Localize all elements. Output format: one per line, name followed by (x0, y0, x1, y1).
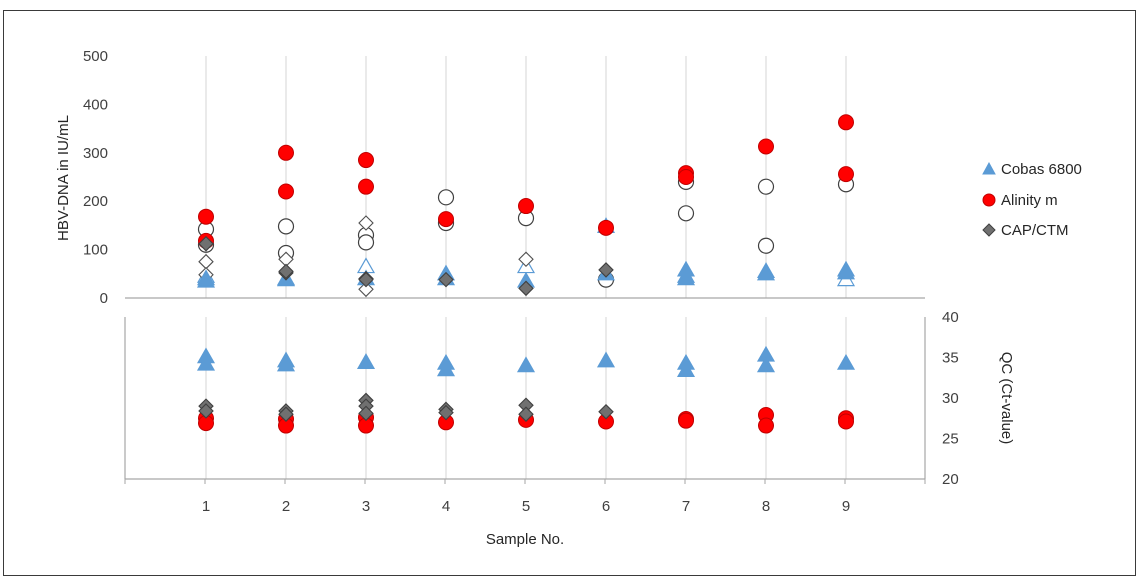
point-cap-ctm (358, 271, 374, 288)
top-panel: 0 100 200 300 400 500 (83, 48, 925, 307)
y-tick-label-bottom: 20 (942, 471, 959, 488)
y-tick-label-top: 100 (83, 242, 108, 259)
point-open-cap-ctm (198, 253, 214, 270)
point-open-alinity-m (757, 178, 775, 195)
point-alinity-m (518, 198, 534, 215)
point-alinity-m (838, 166, 854, 183)
point-alinity-m (198, 208, 214, 225)
point-alinity-m (278, 183, 294, 200)
qc-point-cobas-6800 (436, 360, 456, 377)
y-tick-label-top: 300 (83, 145, 108, 162)
point-open-cap-ctm (358, 215, 374, 231)
qc-point-cap-ctm (278, 406, 294, 422)
qc-point-cap-ctm (198, 403, 214, 419)
x-tick-label: 5 (522, 498, 530, 515)
point-open-alinity-m (437, 189, 455, 206)
qc-point-cap-ctm (598, 403, 614, 420)
qc-point-alinity-m (758, 417, 774, 434)
x-tick-label: 7 (682, 498, 690, 515)
y-axis-title-top: HBV-DNA in IU/mL (55, 115, 72, 241)
point-open-alinity-m (357, 234, 375, 251)
chart-frame (3, 10, 1136, 576)
point-cap-ctm (278, 263, 294, 280)
qc-point-cobas-6800 (516, 356, 536, 373)
qc-point-cobas-6800 (196, 354, 216, 371)
x-axis-title: Sample No. (486, 531, 564, 548)
qc-point-cobas-6800 (596, 351, 616, 368)
legend-label-alinity-m: Alinity m (1001, 192, 1058, 209)
legend-label-cap-ctm: CAP/CTM (1001, 222, 1069, 239)
y-tick-label-top: 400 (83, 96, 108, 113)
point-alinity-m (838, 114, 854, 131)
point-cobas-6800 (676, 269, 696, 286)
qc-point-cobas-6800 (756, 356, 776, 373)
point-alinity-m (758, 138, 774, 155)
qc-point-cobas-6800 (676, 361, 696, 378)
y-tick-label-top: 200 (83, 193, 108, 210)
legend: Cobas 6800 Alinity m CAP/CTM (982, 161, 1082, 239)
point-alinity-m (278, 144, 294, 161)
y-tick-label-bottom: 35 (942, 350, 959, 367)
x-tick-label: 1 (202, 498, 210, 515)
point-cobas-6800 (756, 264, 776, 281)
x-tick-label: 9 (842, 498, 850, 515)
qc-point-alinity-m (838, 413, 854, 430)
point-cap-ctm (438, 271, 454, 288)
point-open-cap-ctm (358, 281, 374, 298)
point-open-alinity-m (277, 218, 295, 235)
legend-label-cobas-6800: Cobas 6800 (1001, 161, 1082, 178)
point-cap-ctm (518, 280, 534, 297)
point-cap-ctm (198, 236, 214, 252)
point-cobas-6800 (196, 269, 216, 286)
qc-point-alinity-m (678, 412, 694, 429)
y-axis-title-bottom: QC (Ct-value) (998, 352, 1015, 445)
y-tick-label-top: 500 (83, 48, 108, 65)
qc-point-cap-ctm (518, 406, 534, 422)
y-tick-label-bottom: 30 (942, 390, 959, 407)
point-cap-ctm (598, 262, 614, 278)
point-alinity-m (678, 169, 694, 185)
point-alinity-m (438, 211, 454, 228)
x-tick-label: 3 (362, 498, 370, 515)
x-tick-label: 4 (442, 498, 450, 515)
bottom-panel: 20 25 30 35 40 1 2 3 4 5 6 7 8 9 (124, 309, 959, 515)
y-tick-label-bottom: 25 (942, 431, 959, 448)
qc-point-cobas-6800 (356, 353, 376, 369)
y-tick-label-bottom: 40 (942, 309, 959, 326)
legend-marker-cap-ctm (982, 223, 996, 237)
point-cobas-6800 (836, 263, 856, 280)
qc-point-cobas-6800 (836, 353, 856, 370)
legend-marker-alinity-m (982, 193, 996, 207)
point-open-alinity-m (677, 205, 695, 222)
qc-point-cobas-6800 (276, 355, 296, 372)
point-alinity-m (598, 219, 614, 236)
x-tick-label: 6 (602, 498, 610, 515)
x-tick-label: 2 (282, 498, 290, 515)
qc-point-cap-ctm (438, 404, 454, 421)
point-open-cap-ctm (518, 251, 534, 268)
point-open-alinity-m (757, 237, 775, 254)
point-alinity-m (358, 178, 374, 195)
qc-point-cap-ctm (358, 405, 374, 422)
y-tick-label-top: 0 (100, 290, 108, 307)
x-tick-label: 8 (762, 498, 770, 515)
point-alinity-m (358, 152, 374, 169)
legend-marker-cobas-6800 (982, 161, 996, 175)
